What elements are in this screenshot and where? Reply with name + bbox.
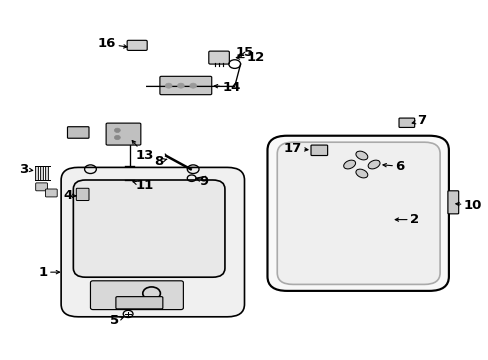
Text: 16: 16 xyxy=(98,37,127,50)
FancyBboxPatch shape xyxy=(76,188,89,201)
Circle shape xyxy=(114,128,120,132)
Text: 8: 8 xyxy=(154,155,166,168)
Text: 1: 1 xyxy=(39,266,60,279)
Bar xyxy=(35,166,38,180)
Text: 15: 15 xyxy=(235,46,253,59)
Text: 4: 4 xyxy=(63,189,76,202)
Circle shape xyxy=(177,83,184,88)
FancyBboxPatch shape xyxy=(73,180,224,277)
FancyBboxPatch shape xyxy=(160,76,211,95)
Text: 10: 10 xyxy=(455,199,481,212)
Text: 3: 3 xyxy=(19,163,33,176)
FancyBboxPatch shape xyxy=(36,183,47,191)
Text: 11: 11 xyxy=(133,179,154,192)
Circle shape xyxy=(165,83,172,88)
FancyBboxPatch shape xyxy=(127,40,147,50)
Ellipse shape xyxy=(355,169,367,178)
FancyBboxPatch shape xyxy=(116,297,163,309)
Ellipse shape xyxy=(355,151,367,160)
Text: 2: 2 xyxy=(394,213,418,226)
FancyBboxPatch shape xyxy=(90,281,183,310)
Text: 12: 12 xyxy=(236,51,264,64)
Text: 9: 9 xyxy=(196,175,208,188)
Text: 14: 14 xyxy=(214,81,241,94)
Bar xyxy=(45,166,48,180)
FancyBboxPatch shape xyxy=(61,167,244,317)
Text: 5: 5 xyxy=(109,314,123,327)
Bar xyxy=(40,166,43,180)
Circle shape xyxy=(189,83,196,88)
FancyBboxPatch shape xyxy=(310,145,327,156)
FancyBboxPatch shape xyxy=(447,191,458,214)
FancyBboxPatch shape xyxy=(398,118,414,127)
Text: 13: 13 xyxy=(132,140,154,162)
FancyBboxPatch shape xyxy=(45,189,57,197)
FancyBboxPatch shape xyxy=(277,142,439,284)
Text: 6: 6 xyxy=(382,160,404,173)
FancyBboxPatch shape xyxy=(208,51,229,64)
FancyBboxPatch shape xyxy=(106,123,141,145)
Text: 7: 7 xyxy=(411,114,425,127)
Ellipse shape xyxy=(343,160,355,169)
FancyBboxPatch shape xyxy=(67,127,89,138)
Text: 17: 17 xyxy=(284,142,307,155)
Circle shape xyxy=(114,135,120,140)
Ellipse shape xyxy=(367,160,379,169)
FancyBboxPatch shape xyxy=(267,136,448,291)
